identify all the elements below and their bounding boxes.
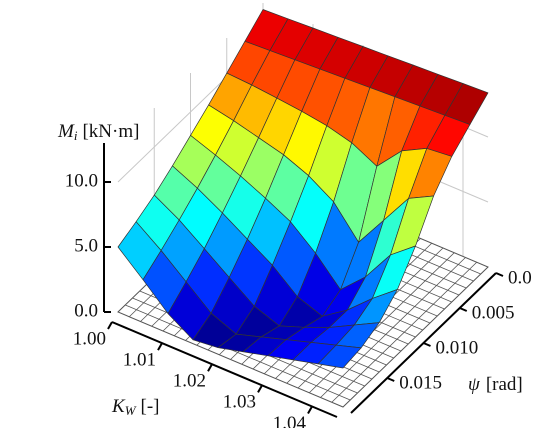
- z-label-symbol: M: [57, 121, 75, 142]
- z-label-unit: [kN·m]: [82, 121, 139, 142]
- y-tick: [495, 272, 504, 277]
- x-tick: [207, 363, 213, 372]
- x-tick-label: 1.03: [223, 392, 256, 413]
- x-tick: [257, 384, 263, 393]
- z-tick-label: 5.0: [74, 235, 98, 256]
- y-label-symbol: ψ: [468, 374, 481, 395]
- x-axis-label: KW [-]: [111, 396, 160, 418]
- floor-line: [331, 261, 478, 403]
- y-axis-label: ψ [rad]: [468, 374, 523, 395]
- floor-line: [320, 257, 466, 398]
- x-label-symbol: K: [111, 396, 126, 417]
- y-tick-label: 0.015: [399, 372, 442, 393]
- x-label-sub: W: [125, 403, 137, 418]
- y-tick: [386, 377, 395, 382]
- y-tick-label: 0.010: [436, 337, 479, 358]
- x-tick-label: 1.04: [273, 413, 307, 428]
- x-axis: [111, 321, 338, 418]
- y-tick: [459, 307, 468, 312]
- z-axis-label: Mi [kN·m]: [57, 121, 139, 143]
- x-tick: [107, 321, 113, 330]
- x-tick: [157, 342, 163, 351]
- x-label-unit: [-]: [141, 396, 160, 417]
- y-tick-label: 0.0: [508, 267, 532, 288]
- z-tick-label: 10.0: [65, 170, 98, 191]
- y-tick-label: 0.005: [472, 302, 515, 323]
- z-tick-label: 0.0: [74, 300, 98, 321]
- floor-line: [308, 252, 455, 394]
- y-tick: [423, 342, 431, 347]
- surface-patch: [317, 344, 362, 369]
- z-label-sub: i: [74, 128, 78, 143]
- floor-line: [125, 304, 351, 401]
- x-tick: [307, 405, 313, 414]
- surface: [117, 9, 489, 369]
- x-tick-label: 1.01: [123, 349, 156, 370]
- axes: 0.0 5.0 10.0 1.00 1.01 1.02 1.03 1.04 0.0 0.005 0.…: [65, 143, 532, 428]
- x-tick-label: 1.02: [173, 371, 206, 392]
- y-label-unit: [rad]: [486, 374, 523, 395]
- x-tick-label: 1.00: [73, 328, 106, 349]
